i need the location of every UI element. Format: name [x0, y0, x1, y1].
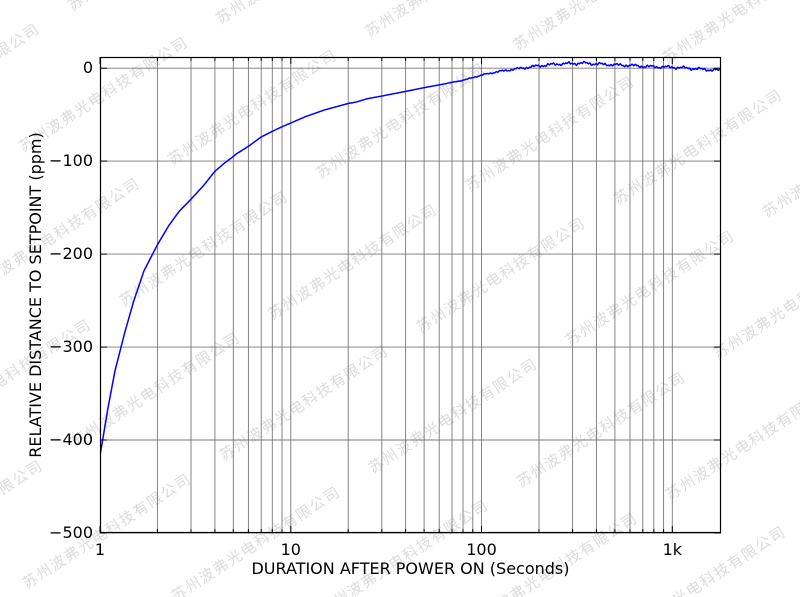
data-curve [100, 60, 721, 456]
plot-border [99, 56, 722, 534]
